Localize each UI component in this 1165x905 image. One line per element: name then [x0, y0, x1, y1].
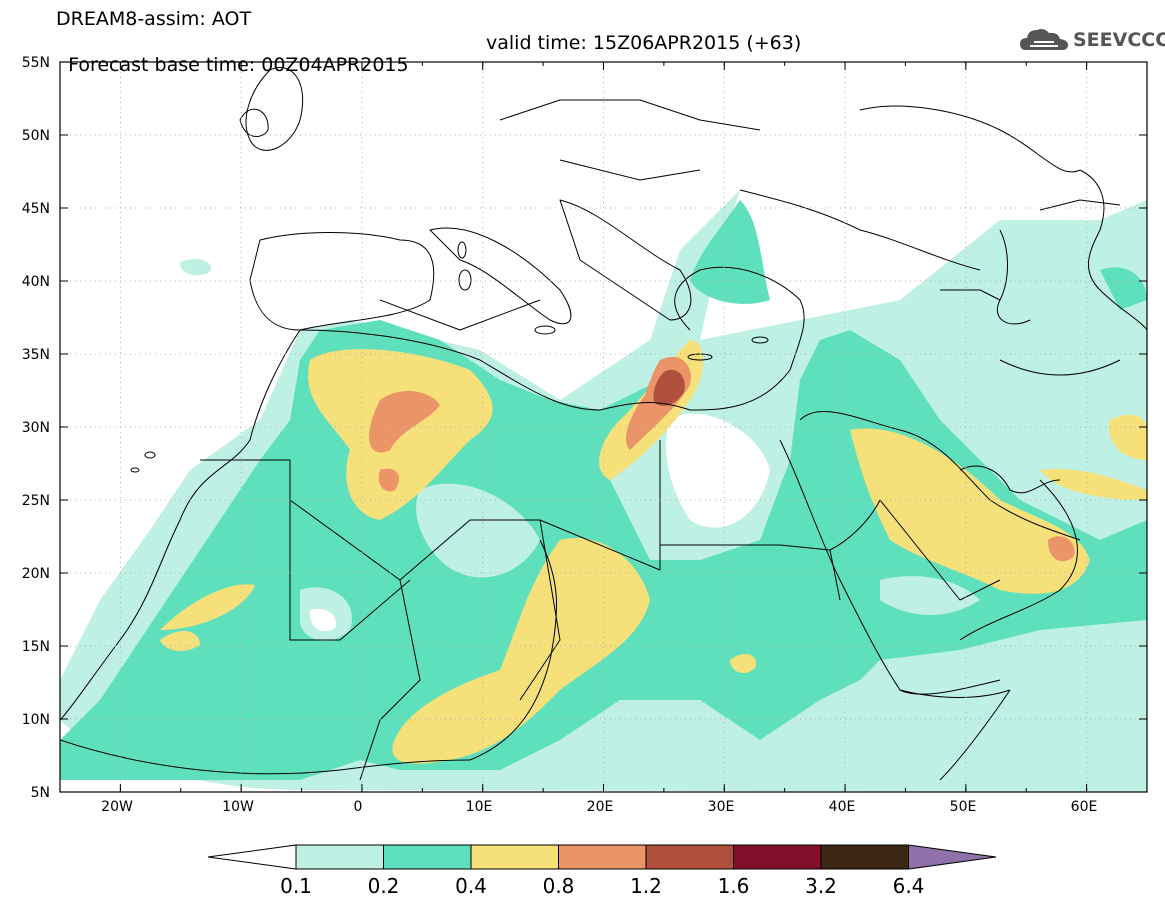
model-title: DREAM8-assim: AOT — [56, 8, 252, 30]
lat-label: 10N — [22, 712, 50, 728]
lat-label: 55N — [22, 55, 50, 71]
lon-label: 60E — [1071, 799, 1098, 815]
lon-label: 10E — [466, 799, 493, 815]
lat-label: 45N — [22, 201, 50, 217]
grid-lines — [60, 62, 1147, 792]
colorbar — [207, 844, 997, 870]
lat-label: 15N — [22, 639, 50, 655]
lat-label: 40N — [22, 274, 50, 290]
lat-label: 20N — [22, 566, 50, 582]
colorbar-label: 1.2 — [630, 874, 662, 898]
lat-label: 35N — [22, 347, 50, 363]
aot-band-1.2 — [653, 369, 685, 406]
lon-label: 10W — [222, 799, 254, 815]
lon-label: 20W — [101, 799, 133, 815]
colorbar-label: 3.2 — [805, 874, 837, 898]
lat-label: 5N — [31, 785, 50, 801]
cloud-icon — [1020, 29, 1068, 50]
seevccc-logo: SEEVCCC — [1018, 24, 1165, 56]
colorbar-cell — [733, 844, 822, 870]
lon-labels: 20W 10W 0 10E 20E 30E 40E 50E 60E — [101, 799, 1097, 815]
colorbar-cell — [820, 844, 909, 870]
colorbar-cell — [470, 844, 559, 870]
lon-label: 20E — [587, 799, 614, 815]
lat-label: 30N — [22, 420, 50, 436]
coastlines — [60, 67, 1147, 781]
lat-label: 50N — [22, 128, 50, 144]
lon-label: 30E — [708, 799, 735, 815]
colorbar-cell — [383, 844, 472, 870]
colorbar-label: 1.6 — [718, 874, 750, 898]
colorbar-label: 0.8 — [543, 874, 575, 898]
colorbar-label: 0.4 — [455, 874, 487, 898]
lat-label: 25N — [22, 493, 50, 509]
lon-label: 40E — [829, 799, 856, 815]
colorbar-min-arrow — [207, 844, 297, 870]
colorbar-cell — [645, 844, 734, 870]
lon-label: 50E — [950, 799, 977, 815]
tick-marks — [59, 61, 1148, 793]
forecast-times: Forecast base time: 00Z04APR2015 valid t… — [56, 32, 801, 98]
colorbar-label: 6.4 — [893, 874, 925, 898]
colorbar-label: 0.1 — [280, 874, 312, 898]
colorbar-labels: 0.1 0.2 0.4 0.8 1.2 1.6 3.2 6.4 — [280, 874, 924, 898]
logo-text: SEEVCCC — [1073, 29, 1165, 51]
lat-labels: 55N 50N 45N 40N 35N 30N 25N 20N 15N 10N … — [22, 55, 50, 801]
colorbar-max-arrow — [908, 844, 997, 870]
base-time: Forecast base time: 00Z04APR2015 — [68, 54, 409, 76]
aot-field — [60, 67, 1147, 792]
colorbar-cell — [295, 844, 384, 870]
colorbar-label: 0.2 — [368, 874, 400, 898]
colorbar-cell — [558, 844, 647, 870]
lon-label: 0 — [354, 799, 363, 815]
valid-time: valid time: 15Z06APR2015 (+63) — [486, 32, 802, 54]
